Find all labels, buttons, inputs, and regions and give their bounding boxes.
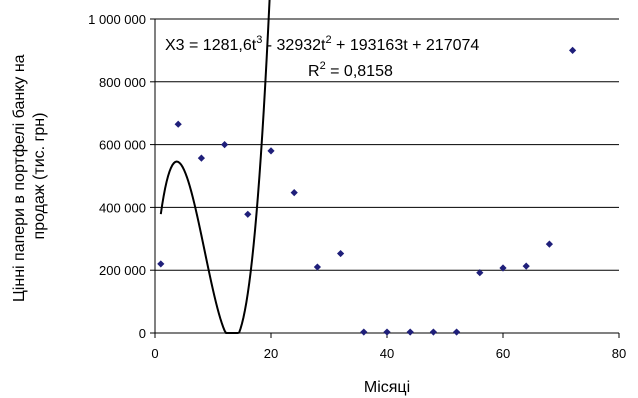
- y-axis-title: Цінні папери в портфелі банку на продаж …: [11, 50, 48, 302]
- data-point: [157, 260, 165, 268]
- x-tick-label: 0: [151, 346, 158, 361]
- y-axis-title-line1: Цінні папери в портфелі банку на: [11, 54, 28, 302]
- y-tick-label: 200 000: [99, 263, 146, 278]
- x-axis-title: Місяці: [364, 379, 410, 396]
- x-tick-label: 80: [612, 346, 626, 361]
- trendline: [159, 0, 271, 334]
- x-tick-label: 40: [380, 346, 394, 361]
- data-point: [197, 154, 205, 162]
- y-tick-label: 600 000: [99, 138, 146, 153]
- data-point: [383, 328, 391, 336]
- data-point: [522, 262, 530, 270]
- x-tick-label: 60: [496, 346, 510, 361]
- data-points: [157, 46, 577, 336]
- y-tick-label: 1 000 000: [88, 12, 146, 27]
- data-point: [453, 328, 461, 336]
- data-point: [406, 328, 414, 336]
- trendline-equation: X3 = 1281,6t3 - 32932t2 + 193163t + 2170…: [165, 34, 479, 54]
- data-point: [360, 328, 368, 336]
- y-axis-title-line2: продаж (тис. грн): [31, 113, 48, 240]
- data-point: [290, 189, 298, 197]
- gridlines: [155, 18, 619, 271]
- data-point: [569, 46, 577, 54]
- r-squared-label: R2 = 0,8158: [308, 60, 393, 80]
- data-point: [545, 240, 553, 248]
- data-point: [221, 141, 229, 149]
- data-point: [313, 263, 321, 271]
- y-tick-label: 0: [139, 326, 146, 341]
- y-tick-label: 800 000: [99, 75, 146, 90]
- data-point: [476, 269, 484, 277]
- data-point: [337, 249, 345, 258]
- data-point: [244, 210, 252, 218]
- data-point: [174, 120, 182, 128]
- y-tick-labels: 0 200 000 400 000 600 000 800 000 1 000 000: [88, 12, 146, 341]
- data-point: [267, 147, 275, 155]
- data-point: [499, 264, 507, 272]
- x-tick-label: 20: [264, 346, 278, 361]
- data-point: [429, 328, 437, 336]
- y-tick-label: 400 000: [99, 200, 146, 215]
- x-tick-labels: 0 20 40 60 80: [151, 346, 626, 361]
